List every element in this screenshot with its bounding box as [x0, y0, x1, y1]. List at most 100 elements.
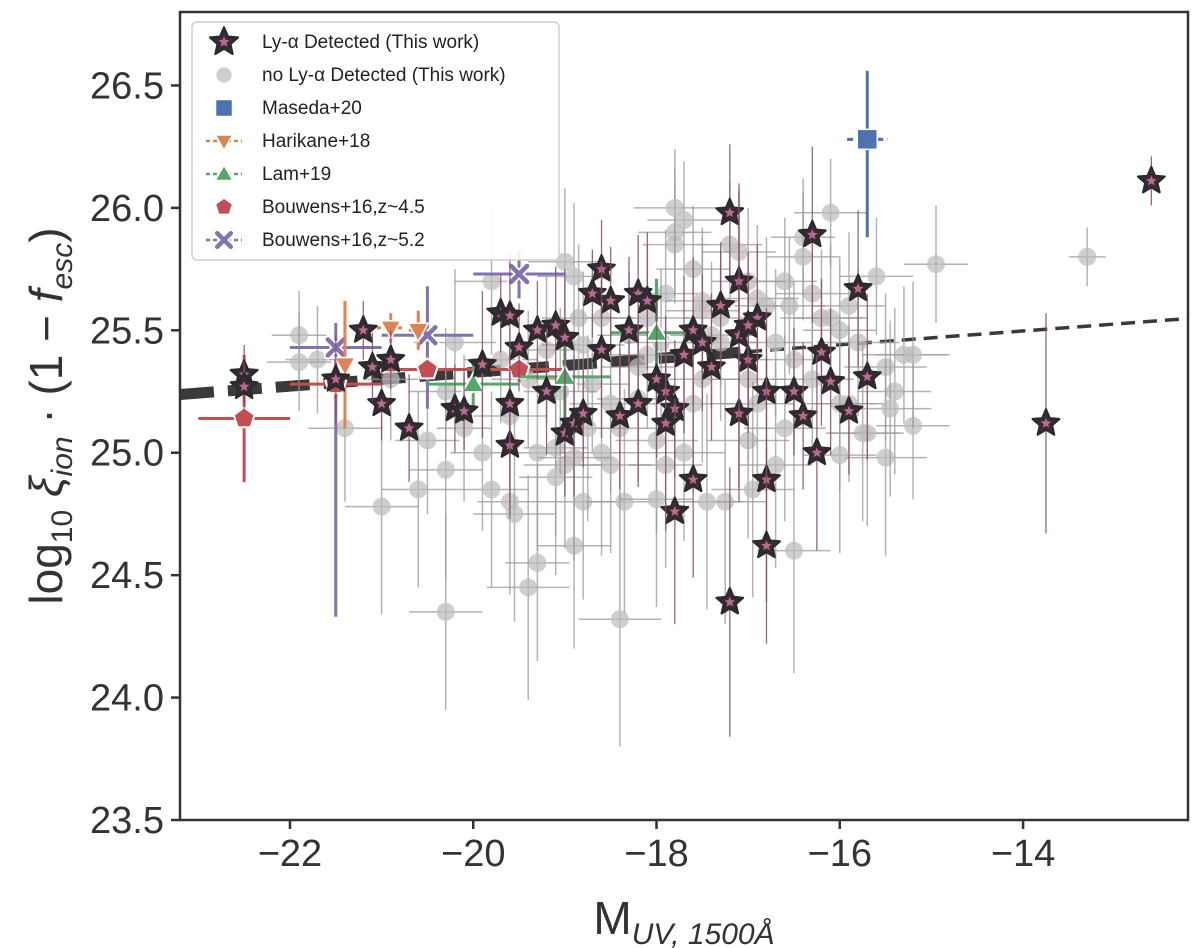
lya-marker — [550, 322, 580, 351]
lya-point — [834, 347, 864, 475]
lya-point — [376, 330, 406, 390]
x-axis-title: MUV, 1500Å — [593, 892, 774, 948]
lya-marker-core — [797, 410, 809, 421]
nolya-marker-shape — [372, 497, 391, 516]
nolya-marker-shape — [519, 578, 538, 597]
lya-marker — [678, 464, 708, 493]
x-tick-label: −14 — [991, 833, 1055, 875]
lya-marker — [532, 376, 562, 404]
legend-marker-lya — [208, 26, 240, 56]
lya-marker-core — [376, 398, 387, 409]
lya-marker-core — [477, 359, 488, 369]
nolya-marker-shape — [794, 247, 813, 266]
nolya-marker — [505, 504, 524, 523]
nolya-marker — [766, 333, 785, 352]
lya-marker — [779, 376, 809, 404]
lya-marker-core — [559, 427, 571, 438]
legend-marker-symbol-shape — [214, 98, 234, 118]
lya-marker-core — [358, 324, 369, 335]
legend-marker-symbol — [216, 67, 232, 83]
legend-marker-symbol — [208, 26, 240, 56]
lya-marker — [752, 530, 781, 559]
nolya-marker-shape — [867, 267, 886, 286]
lya-point — [504, 303, 534, 392]
lya-marker-core — [660, 417, 671, 428]
lya-marker — [1031, 408, 1061, 436]
lya-marker-core — [642, 295, 653, 306]
nolya-point — [738, 362, 813, 568]
legend-marker-symbol — [214, 98, 234, 118]
nolya-point — [486, 474, 570, 701]
nolya-marker-shape — [482, 480, 501, 499]
nolya-marker — [784, 541, 803, 560]
harikane-marker — [379, 320, 403, 341]
legend-marker-symbol — [212, 162, 236, 182]
nolya-marker — [546, 468, 565, 487]
nolya-marker-shape — [766, 333, 785, 352]
nolya-marker — [601, 394, 620, 413]
lya-marker-core — [852, 283, 864, 294]
nolya-marker-shape — [665, 198, 684, 217]
lya-marker — [605, 400, 635, 429]
lya-point — [358, 332, 387, 402]
lya-point — [733, 251, 763, 399]
lya-point — [367, 367, 396, 441]
nolya-marker — [592, 443, 611, 462]
nolya-marker — [308, 350, 327, 369]
b45-marker-shape — [232, 406, 256, 429]
lya-marker-core — [532, 324, 543, 335]
lya-point — [522, 281, 552, 380]
nolya-marker-shape — [904, 345, 923, 364]
lya-marker-core — [513, 341, 525, 352]
legend-label-harikane: Harikane+18 — [262, 131, 370, 152]
legend-marker-nolya — [216, 67, 232, 83]
lya-marker-core — [811, 447, 823, 458]
nolya-point — [839, 217, 914, 336]
legend-marker-symbol-shape — [213, 196, 235, 216]
harikane-marker-shape — [406, 322, 430, 343]
lya-marker-core — [687, 474, 699, 485]
lya-point — [706, 242, 736, 370]
nolya-point — [876, 281, 950, 429]
lya-marker — [843, 273, 873, 302]
lya-marker — [614, 315, 644, 343]
lya-marker-core — [541, 386, 552, 396]
lya-point — [816, 308, 846, 456]
b52-marker-shape — [508, 263, 530, 285]
lya-marker-core — [458, 405, 470, 416]
nolya-point — [757, 428, 831, 674]
nolya-marker — [647, 490, 666, 509]
nolya-marker-shape — [656, 284, 675, 303]
lya-marker-core — [697, 337, 708, 347]
lam-point — [427, 359, 520, 409]
lya-point — [852, 293, 882, 461]
maseda-marker — [856, 128, 879, 151]
legend-marker-symbol — [214, 134, 234, 152]
nolya-marker-shape — [546, 468, 565, 487]
lya-point — [394, 374, 424, 483]
legend-box — [191, 21, 560, 261]
nolya-marker-shape — [775, 419, 794, 438]
lya-marker-core — [761, 540, 772, 551]
lya-marker — [321, 364, 351, 392]
lya-marker-core — [807, 229, 818, 240]
nolya-marker-shape — [436, 460, 455, 479]
nolya-marker-shape — [528, 443, 547, 462]
nolya-marker-shape — [1078, 247, 1097, 266]
lam-marker — [460, 371, 486, 394]
y-tick-label: 26.0 — [90, 188, 164, 230]
lya-point — [660, 398, 690, 625]
nolya-point — [267, 313, 332, 412]
nolya-marker — [491, 350, 510, 369]
lya-marker-core — [596, 344, 607, 355]
nolya-marker — [656, 284, 675, 303]
lya-series-layer — [229, 144, 1166, 737]
lya-marker — [376, 344, 406, 373]
nolya-marker-shape — [436, 602, 455, 621]
b52-point — [473, 249, 565, 299]
x-axis-ticks: −22 −20 −18 −16 −14 — [258, 820, 1055, 875]
lya-marker-core — [733, 329, 745, 340]
nolya-marker-shape — [675, 443, 693, 462]
lya-marker-core — [742, 319, 754, 330]
nolya-marker — [436, 602, 455, 621]
